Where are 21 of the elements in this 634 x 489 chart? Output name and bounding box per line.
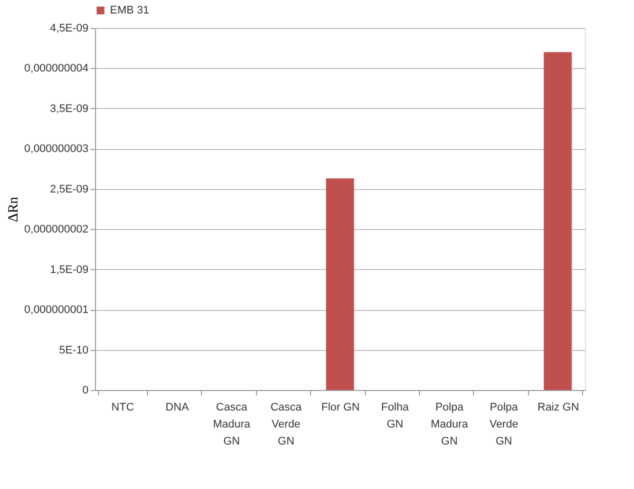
x-tick-label: Folha GN (381, 402, 410, 430)
y-tick-label: 0 (82, 384, 88, 396)
y-tick-label: 4,5E-09 (50, 22, 88, 34)
y-tick-label: 0,000000002 (24, 224, 88, 236)
x-tick-label: NTC (111, 402, 134, 414)
x-tick-label: Casca Verde GN (270, 402, 303, 448)
y-tick-label: 2,5E-09 (50, 183, 88, 196)
y-tick-label: 3,5E-09 (50, 102, 88, 115)
x-tick-label: Raiz GN (537, 402, 580, 414)
y-tick-label: 1,5E-09 (50, 264, 88, 276)
x-tick-label: Polpa Verde GN (489, 402, 519, 448)
x-tick-label: Polpa Madura GN (430, 402, 469, 448)
x-tick-label: DNA (166, 402, 190, 414)
x-tick-label: Casca Madura GN (212, 402, 252, 448)
y-tick-label: 0,000000004 (24, 62, 88, 75)
y-tick-label: 5E-10 (59, 344, 88, 356)
y-axis-title: ΔRn (6, 196, 22, 222)
y-tick-label: 0,000000001 (24, 304, 88, 316)
legend-label: EMB 31 (110, 4, 150, 16)
x-tick-label: Flor GN (321, 402, 360, 414)
y-tick-label: 0,000000003 (24, 143, 88, 156)
